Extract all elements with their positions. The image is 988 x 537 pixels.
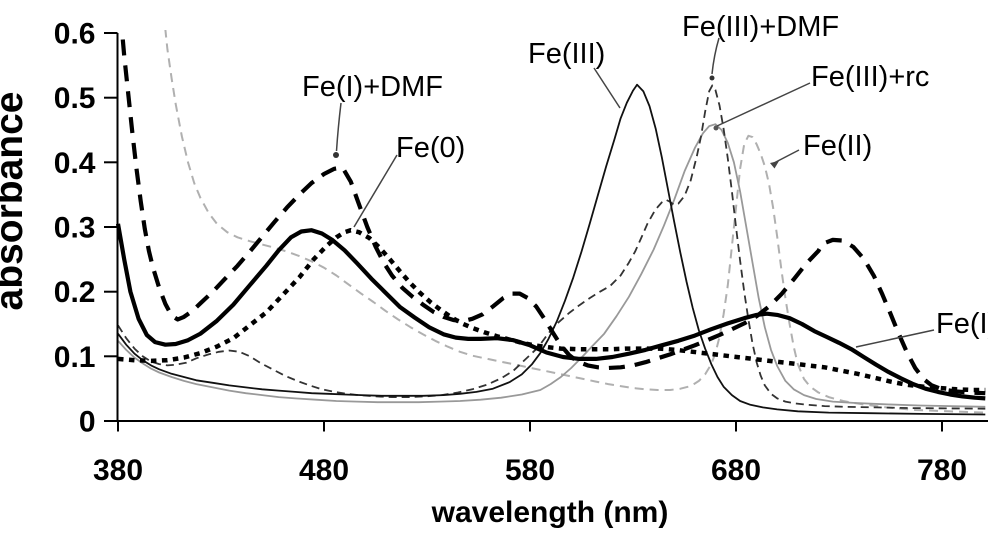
svg-text:Fe(I)+DMF: Fe(I)+DMF (302, 71, 443, 103)
svg-text:wavelength (nm): wavelength (nm) (431, 496, 669, 529)
svg-text:580: 580 (505, 454, 555, 487)
svg-text:380: 380 (93, 454, 143, 487)
svg-text:Fe(II): Fe(II) (803, 130, 872, 162)
svg-text:0.5: 0.5 (54, 82, 96, 115)
svg-text:680: 680 (711, 454, 761, 487)
svg-text:Fe(0): Fe(0) (396, 132, 465, 164)
svg-text:0: 0 (79, 406, 96, 439)
svg-text:0.4: 0.4 (54, 147, 96, 180)
svg-text:0.6: 0.6 (54, 18, 96, 51)
svg-text:780: 780 (917, 454, 967, 487)
svg-text:absorbance: absorbance (0, 92, 31, 311)
svg-text:0.1: 0.1 (54, 341, 96, 374)
svg-text:Fe(III)+rc: Fe(III)+rc (811, 61, 929, 93)
svg-text:480: 480 (299, 454, 349, 487)
svg-text:Fe(III)+DMF: Fe(III)+DMF (682, 11, 839, 43)
svg-text:Fe(III): Fe(III) (528, 38, 605, 70)
svg-text:0.3: 0.3 (54, 212, 96, 245)
svg-text:0.2: 0.2 (54, 276, 96, 309)
svg-text:Fe(I): Fe(I) (936, 308, 988, 340)
